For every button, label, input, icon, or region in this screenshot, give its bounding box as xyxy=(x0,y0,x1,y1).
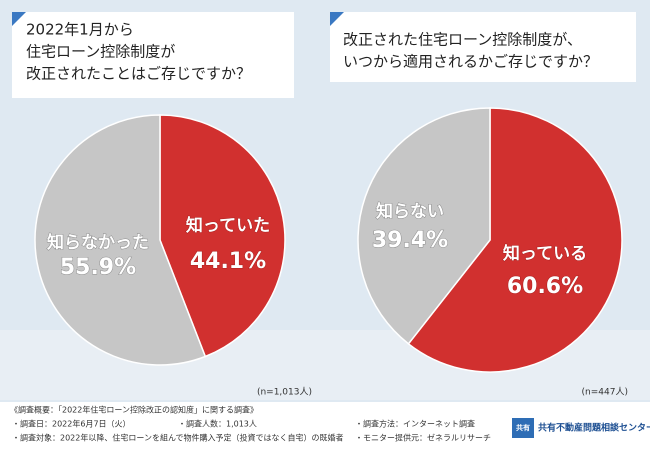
slice-value: 39.4% xyxy=(372,228,448,253)
slice-label: 知っていた xyxy=(185,215,270,236)
slice-value: 60.6% xyxy=(507,274,583,299)
logo-mark: 共有 xyxy=(516,423,530,432)
survey-heading: 《調査概要：「2022年住宅ローン控除改正の認知度」に関する調査》 xyxy=(10,405,258,415)
slice-label: 知らなかった xyxy=(46,232,149,253)
pie-slice xyxy=(407,107,623,373)
question-line: 住宅ローン控除制度が xyxy=(26,43,175,61)
question-box xyxy=(330,12,636,82)
question-line: 改正されたことはご存じですか？ xyxy=(26,65,251,83)
sample-size: (n=1,013人) xyxy=(257,387,312,398)
question-box xyxy=(12,12,294,98)
question-line: いつから適用されるかご存じですか？ xyxy=(343,53,598,71)
corner-mark xyxy=(12,12,26,26)
survey-item: ・調査人数：1,013人 xyxy=(178,419,257,429)
pie-slice xyxy=(357,107,491,345)
corner-mark xyxy=(330,12,344,26)
survey-item: ・調査方法：インターネット調査 xyxy=(355,419,475,429)
logo-icon xyxy=(512,418,534,438)
survey-item: ・モニター提供元：ゼネラルリサーチ xyxy=(355,433,491,443)
footer xyxy=(0,402,650,450)
survey-item: ・調査日：2022年6月7日（火） xyxy=(12,419,131,429)
logo-name: 共有不動産問題相談センター xyxy=(538,422,650,434)
pie-slice xyxy=(34,114,207,366)
question-line: 2022年1月から xyxy=(26,21,134,39)
slice-label: 知らない xyxy=(375,201,444,222)
survey-item: ・調査対象：2022年以降、住宅ローンを組んで物件購入予定（投資ではなく自宅）の… xyxy=(12,433,344,443)
question-line: 改正された住宅ローン控除制度が、 xyxy=(343,31,582,49)
sample-size: (n=447人) xyxy=(582,387,628,398)
slice-value: 44.1% xyxy=(190,249,266,274)
slice-value: 55.9% xyxy=(60,255,136,280)
slice-label: 知っている xyxy=(502,243,587,264)
pie-slice xyxy=(159,114,286,358)
